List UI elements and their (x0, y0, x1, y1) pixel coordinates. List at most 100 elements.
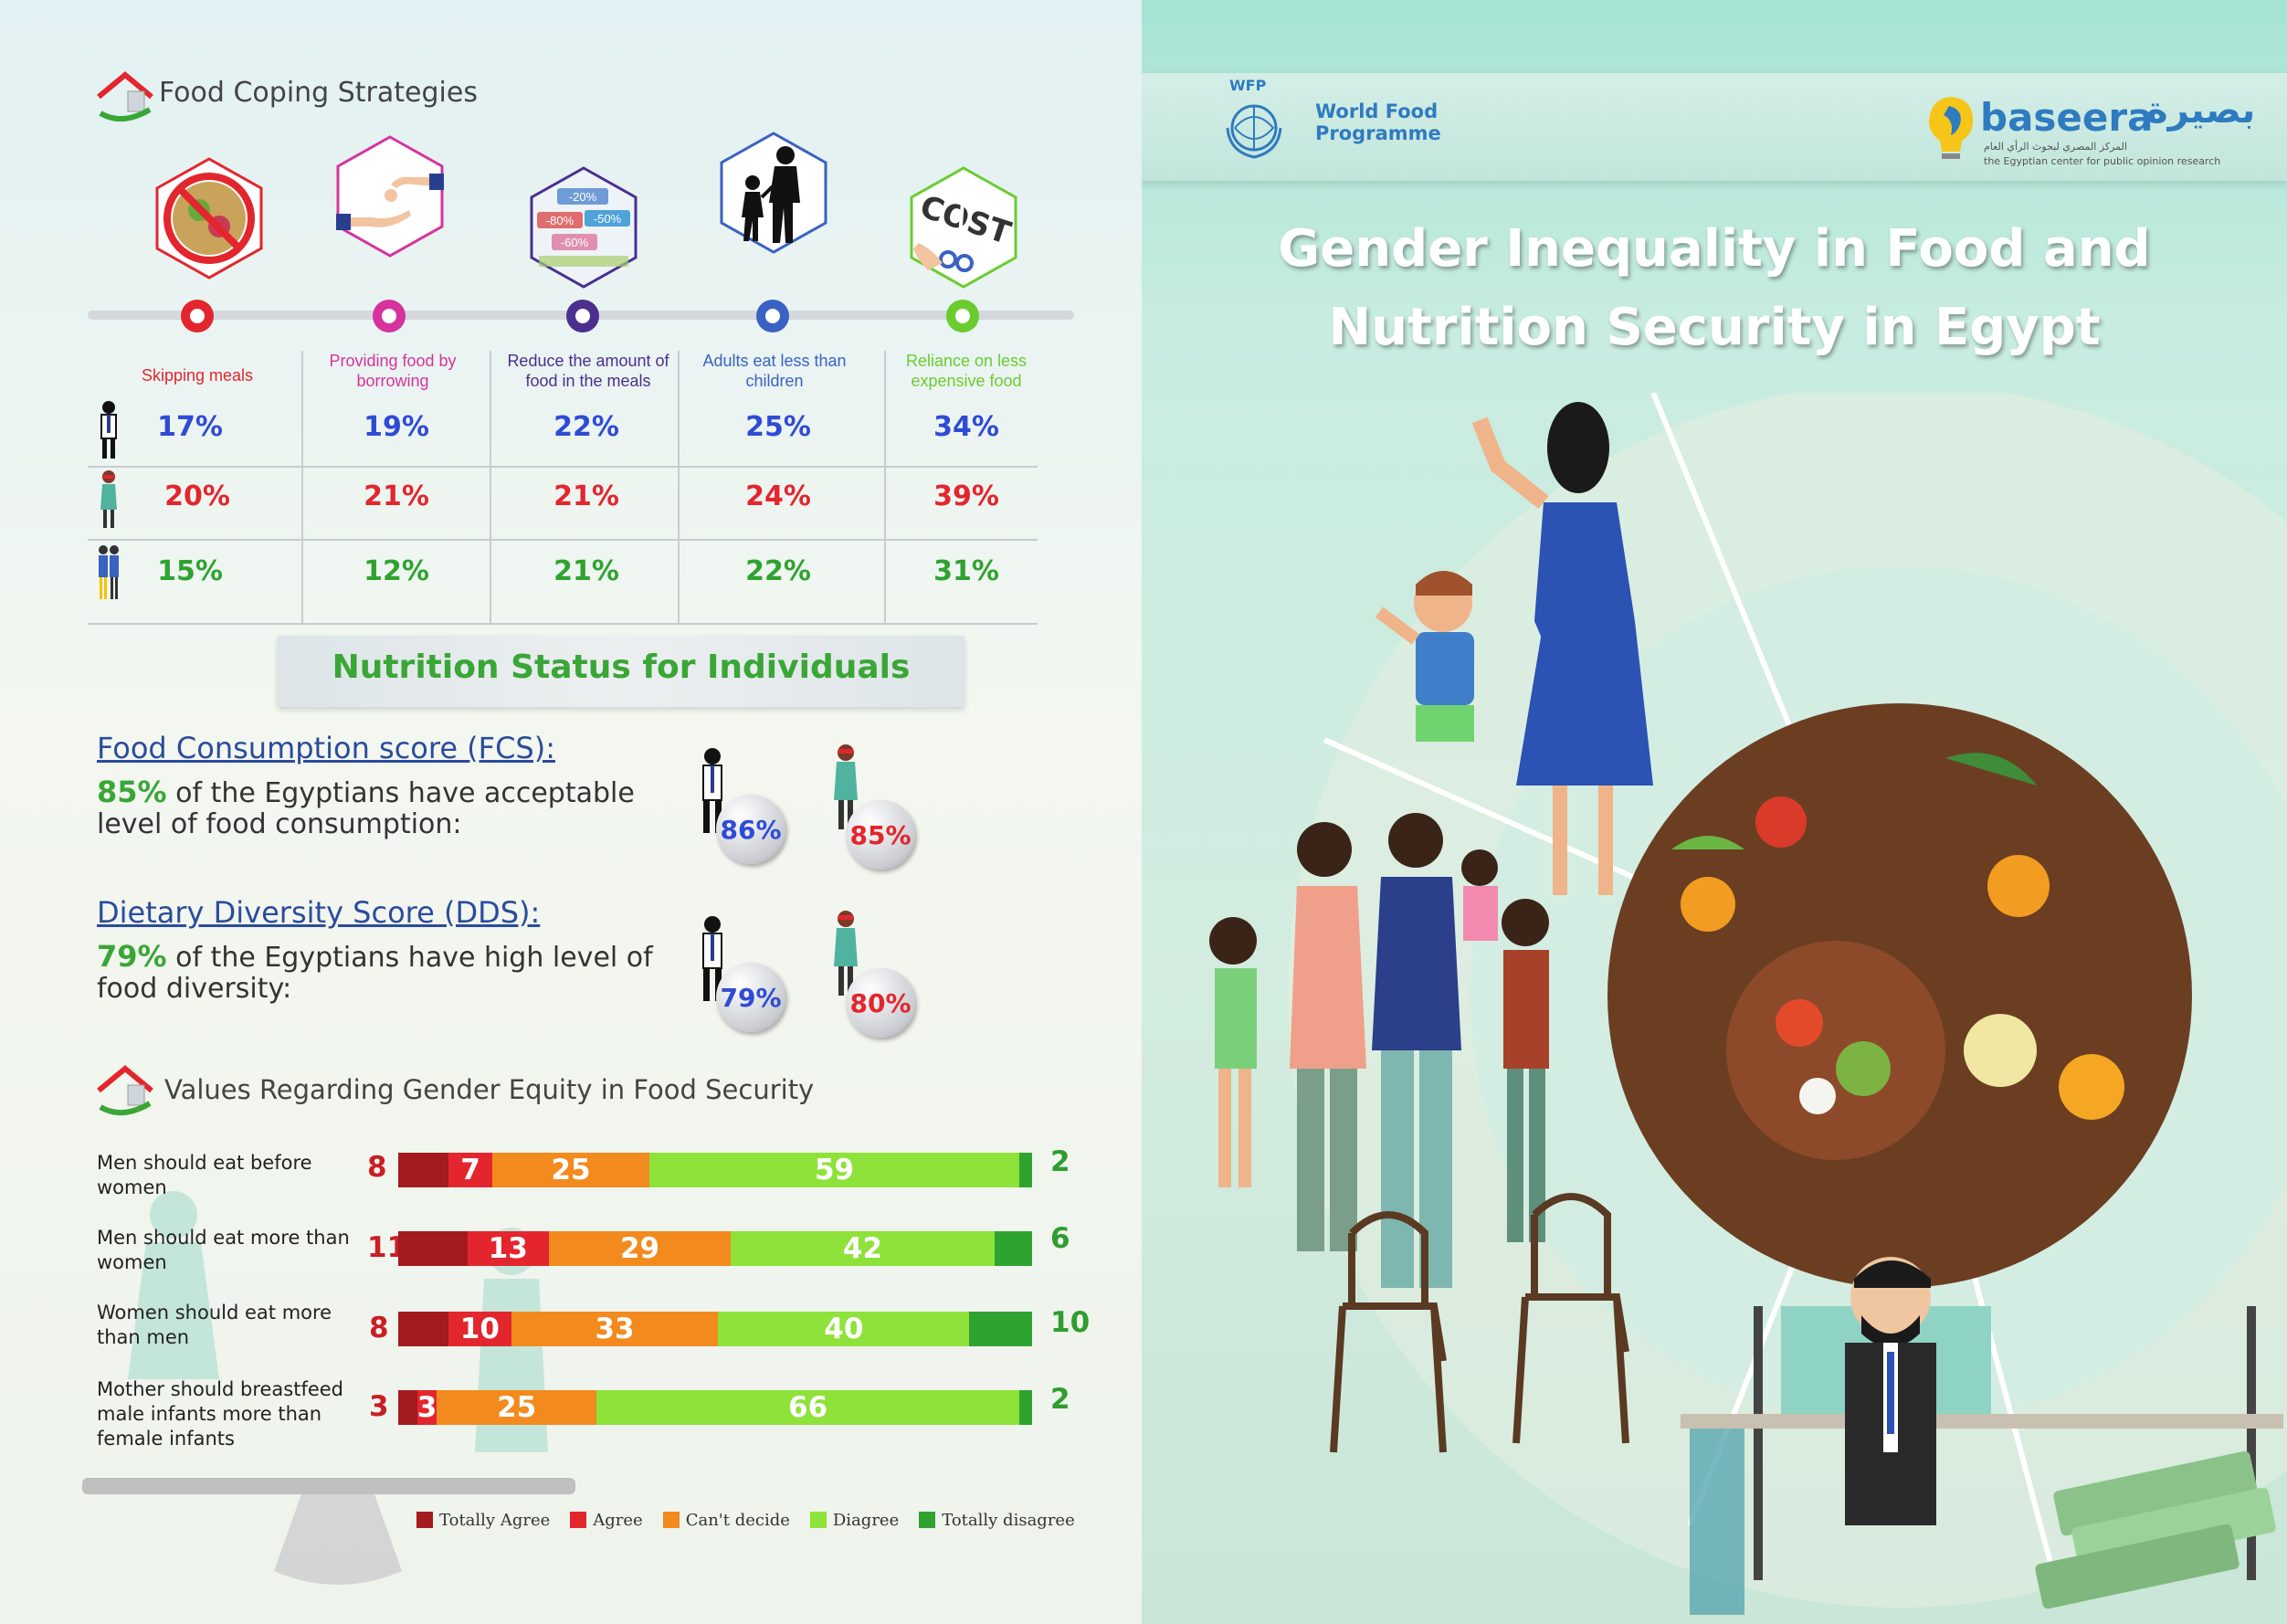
woman-figure-icon (834, 744, 858, 829)
totally-disagree-value: 2 (1050, 1383, 1070, 1416)
table-cell: 19% (364, 411, 429, 443)
table-divider (301, 351, 303, 625)
timeline-dot-reduce (566, 300, 599, 332)
legend-item: Diagree (809, 1511, 900, 1530)
house-icon (97, 71, 153, 121)
wfp-line1: World Food (1315, 100, 1439, 122)
value-label: Women should eat more than men (97, 1302, 332, 1348)
table-cell: 21% (364, 480, 429, 512)
fcs-men-bubble: 86% (716, 795, 785, 864)
bar-segment-totally-disagree (1018, 1390, 1032, 1425)
stacked-bar: 10 33 40 (398, 1312, 1032, 1346)
stacked-bar: 13 29 42 (398, 1231, 1032, 1266)
bar-segment-disagree: 40 (718, 1312, 970, 1346)
timeline-dot-skipping (181, 300, 214, 332)
fcs-desc: of the Egyptians have acceptable level o… (97, 777, 635, 840)
table-cell: 17% (157, 411, 223, 443)
table-divider (88, 539, 1038, 541)
table-cell: 15% (157, 555, 223, 587)
table-divider (88, 623, 1038, 625)
totally-agree-value: 3 (369, 1390, 389, 1423)
table-cell: 39% (933, 480, 999, 512)
bar-segment-disagree: 59 (648, 1153, 1020, 1187)
baseera-latin: baseera (1980, 95, 2154, 140)
parent-child-icon (720, 132, 827, 254)
stacked-bar: 3 25 66 (398, 1390, 1032, 1425)
strategy-label-reliance: Reliance on less expensive food (905, 352, 1028, 390)
legend-label: Can't decide (685, 1511, 790, 1530)
wfp-emblem-icon (1226, 104, 1282, 159)
bar-legend: Totally Agree Agree Can't decide Diagree… (416, 1511, 1075, 1530)
bar-segment-totally-agree (398, 1153, 448, 1187)
woman-figure (1471, 402, 1653, 895)
bar-segment-totally-disagree (994, 1231, 1032, 1266)
dds-men-bubble: 79% (716, 963, 785, 1032)
food-coping-title: Food Coping Strategies (159, 77, 478, 109)
table-divider (88, 466, 1038, 468)
dds-heading: Dietary Diversity Score (DDS): (97, 895, 541, 930)
stacked-bar: 7 25 59 (398, 1153, 1032, 1187)
bar-segment-totally-disagree (1019, 1153, 1032, 1187)
table-cell: 21% (553, 555, 619, 587)
strategy-label-borrowing: Providing food by borrowing (329, 352, 457, 390)
bar-segment-cant-decide: 25 (492, 1153, 649, 1187)
wfp-line2: Programme (1315, 122, 1441, 144)
fcs-women-bubble: 85% (846, 800, 915, 870)
chairs-illustration (1330, 1193, 1629, 1453)
borrowing-hands-icon (336, 135, 444, 258)
legend-item: Agree (570, 1511, 643, 1530)
value-label: Mother should breastfeed male infants mo… (97, 1378, 344, 1450)
timeline-dot-adults (756, 300, 789, 332)
man-icon (100, 401, 117, 459)
woman-figure-icon (834, 911, 858, 996)
salad-bowl (1726, 941, 1945, 1160)
legend-swatch (416, 1512, 433, 1528)
bar-segment-totally-disagree (969, 1312, 1032, 1346)
house-icon (97, 1065, 153, 1115)
office-man-figure (1681, 1257, 2283, 1615)
svg-text:-20%: -20% (569, 190, 597, 204)
totally-agree-value: 8 (367, 1151, 387, 1184)
totally-disagree-value: 6 (1050, 1222, 1070, 1255)
baseera-arabic: بصيرة (2146, 90, 2256, 132)
family-figures (1209, 813, 1549, 1288)
legend-label: Agree (593, 1511, 643, 1530)
dds-text: 79% of the Egyptians have high level of … (97, 941, 663, 1005)
legend-label: Diagree (832, 1511, 900, 1530)
table-cell: 24% (745, 480, 811, 512)
discount-tags-icon: -20% -80% -50% -60% (530, 166, 638, 289)
table-cell: 12% (364, 555, 429, 587)
svg-text:-60%: -60% (561, 236, 589, 249)
logo-band: WFP World Food Programme baseera بصيرة ا… (1142, 73, 2287, 181)
bar-segment-agree: 10 (448, 1312, 511, 1346)
totally-disagree-value: 2 (1050, 1145, 1070, 1178)
cover-illustration (1209, 393, 2287, 1615)
bar-segment-disagree: 42 (731, 1231, 995, 1266)
table-cell: 21% (553, 480, 619, 512)
dds-women-bubble: 80% (846, 968, 915, 1038)
legend-label: Totally Agree (439, 1511, 551, 1530)
svg-text:-80%: -80% (546, 214, 574, 227)
legend-swatch (809, 1512, 827, 1528)
legend-item: Totally Agree (416, 1511, 550, 1530)
legend-swatch (662, 1512, 680, 1528)
totally-agree-value: 8 (369, 1312, 389, 1345)
legend-swatch (919, 1512, 936, 1528)
table-cell: 22% (745, 555, 811, 587)
bar-segment-cant-decide: 25 (437, 1390, 597, 1425)
right-page: WFP World Food Programme baseera بصيرة ا… (1142, 0, 2287, 1624)
totally-disagree-value: 10 (1050, 1306, 1091, 1339)
left-page: Food Coping Strategies -20% -80% -50% -6… (0, 0, 1142, 1624)
bar-segment-agree: 7 (448, 1153, 493, 1187)
table-cell: 22% (553, 411, 619, 443)
value-label: Men should eat more than women (97, 1227, 350, 1273)
timeline-dot-borrowing (373, 300, 406, 332)
legend-item: Totally disagree (919, 1511, 1075, 1530)
table-divider (678, 351, 680, 625)
wfp-acronym: WFP (1229, 77, 1267, 94)
bar-segment-disagree: 66 (596, 1390, 1019, 1425)
strategy-label-adults: Adults eat less than children (702, 352, 847, 390)
skipping-meals-icon (155, 157, 263, 279)
nutrition-banner: Nutrition Status for Individuals (278, 636, 964, 707)
main-title-line2: Nutrition Security in Egypt (1328, 298, 2101, 357)
